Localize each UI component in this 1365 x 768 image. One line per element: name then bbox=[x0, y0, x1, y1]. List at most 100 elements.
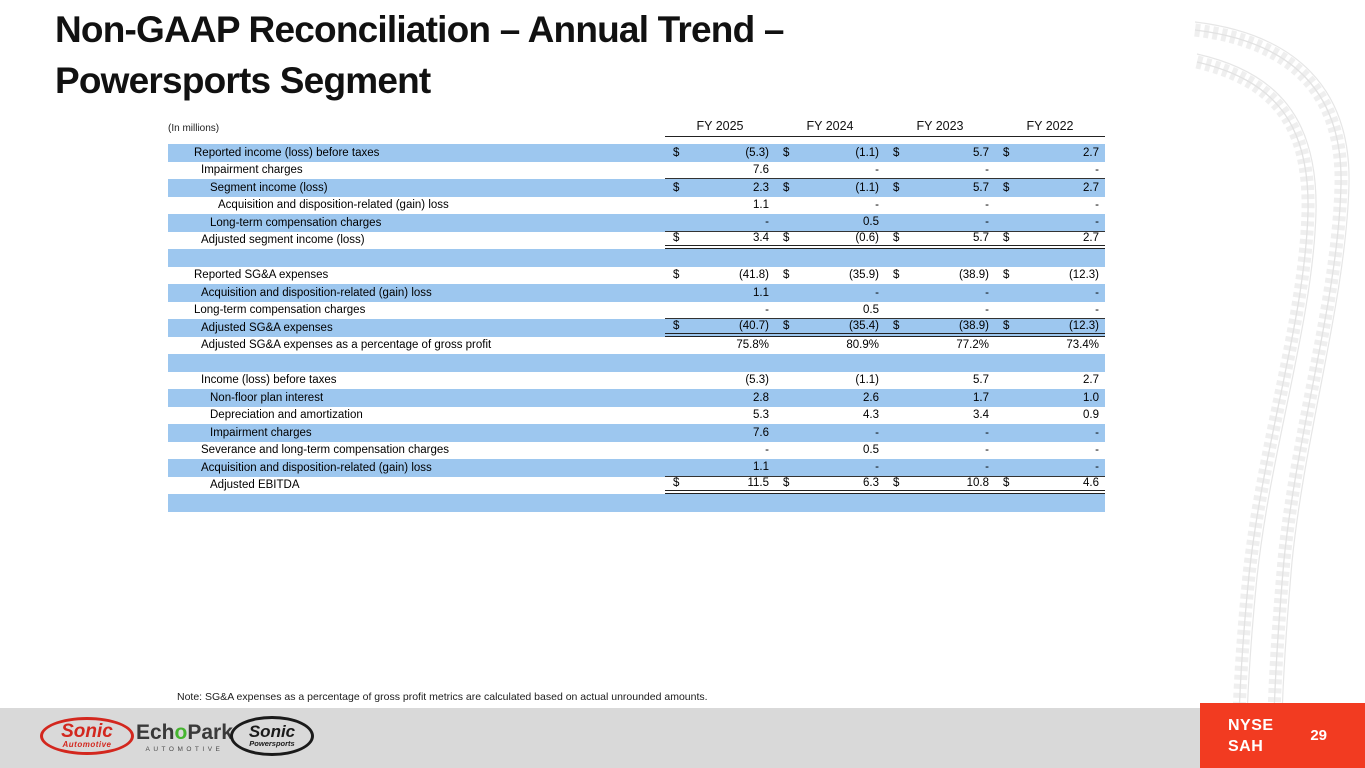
cell-value: - bbox=[985, 426, 989, 439]
value-cell: 2.6 bbox=[775, 392, 885, 404]
value-cell: 7.6 bbox=[665, 427, 775, 439]
tire-tracks-graphic bbox=[1194, 21, 1350, 768]
row-label: Reported SG&A expenses bbox=[194, 269, 329, 282]
value-cell: - bbox=[775, 287, 885, 299]
table-row: Segment income (loss) $2.3 $ (1.1) $5.7 $2.7 bbox=[168, 179, 1105, 197]
value-cell: $ (41.8) bbox=[665, 269, 775, 281]
value-cell: (5.3) bbox=[665, 374, 775, 386]
value-cell: - bbox=[885, 199, 995, 211]
cell-value: 1.1 bbox=[753, 286, 769, 299]
sonic-powersports-subtext: Powersports bbox=[249, 738, 295, 748]
row-label: Adjusted SG&A expenses bbox=[201, 321, 333, 334]
row-values: 7.6 - - - bbox=[665, 424, 1105, 442]
cell-value: - bbox=[1095, 163, 1099, 176]
cell-value: - bbox=[1095, 286, 1099, 299]
cell-value: - bbox=[1095, 216, 1099, 229]
dollar-sign: $ bbox=[893, 319, 900, 332]
dollar-sign: $ bbox=[1003, 146, 1010, 159]
dollar-sign: $ bbox=[783, 269, 790, 282]
table-row: Non-floor plan interest 2.8 2.6 1.7 1.0 bbox=[168, 389, 1105, 407]
value-cell: - bbox=[885, 287, 995, 299]
row-label: Long-term compensation charges bbox=[194, 304, 366, 317]
cell-value: (35.9) bbox=[848, 269, 879, 282]
row-values: $ (41.8) $ (35.9) $ (38.9) $ (12.3) bbox=[665, 267, 1105, 285]
row-values: $ (5.3) $ (1.1) $5.7 $2.7 bbox=[665, 144, 1105, 162]
dollar-sign: $ bbox=[783, 181, 790, 194]
cell-value: 1.1 bbox=[753, 199, 769, 212]
sonic-automotive-oval: Sonic Automotive bbox=[40, 717, 134, 755]
cell-value: - bbox=[1095, 461, 1099, 474]
cell-value: 77.2% bbox=[956, 339, 989, 352]
value-cell: (1.1) bbox=[775, 374, 885, 386]
cell-value: 2.7 bbox=[1083, 146, 1099, 159]
cell-value: (38.9) bbox=[958, 319, 989, 332]
cell-value: 73.4% bbox=[1066, 339, 1099, 352]
cell-value: - bbox=[875, 199, 879, 212]
value-cell: 4.3 bbox=[775, 409, 885, 421]
row-values: 1.1 - - - bbox=[665, 197, 1105, 215]
value-cell: 1.1 bbox=[665, 461, 775, 473]
table-row: Long-term compensation charges - 0.5 - - bbox=[168, 214, 1105, 232]
cell-value: - bbox=[985, 163, 989, 176]
dollar-sign: $ bbox=[673, 477, 680, 490]
table-row: Adjusted EBITDA $11.5 $6.3 $10.8 $4.6 bbox=[168, 477, 1105, 494]
row-values: 7.6 - - - bbox=[665, 162, 1105, 179]
sonic-powersports-oval: Sonic Powersports bbox=[230, 716, 314, 756]
table-spacer-row bbox=[168, 494, 1105, 512]
slide-title-line1: Non-GAAP Reconciliation – Annual Trend – bbox=[55, 9, 784, 50]
value-cell: $3.4 bbox=[665, 232, 775, 244]
table-row: Adjusted SG&A expenses $ (40.7) $ (35.4) $ (38… bbox=[168, 319, 1105, 337]
row-label: Depreciation and amortization bbox=[210, 409, 363, 422]
value-cell: $ (5.3) bbox=[665, 147, 775, 159]
cell-value: 0.5 bbox=[863, 444, 879, 457]
value-cell: $ (1.1) bbox=[775, 147, 885, 159]
table-body: Reported income (loss) before taxes $ (5.3… bbox=[168, 144, 1105, 512]
sonic-powersports-logo: Sonic Powersports bbox=[230, 716, 314, 756]
cell-value: 80.9% bbox=[846, 339, 879, 352]
table-row: Impairment charges 7.6 - - - bbox=[168, 162, 1105, 179]
echopark-wordmark: EchoPark bbox=[136, 722, 233, 744]
table-row: Income (loss) before taxes (5.3) (1.1) 5.7 2… bbox=[168, 372, 1105, 390]
row-values: 1.1 - - - bbox=[665, 459, 1105, 477]
column-header-fy2025: FY 2025 bbox=[696, 119, 744, 133]
cell-value: 2.6 bbox=[863, 391, 879, 404]
cell-value: - bbox=[875, 426, 879, 439]
cell-value: 0.5 bbox=[863, 216, 879, 229]
value-cell: - bbox=[885, 444, 995, 456]
echopark-logo: EchoPark AUTOMOTIVE bbox=[136, 722, 233, 754]
value-cell: - bbox=[995, 444, 1105, 456]
column-header-fy2023: FY 2023 bbox=[916, 119, 964, 133]
value-cell: - bbox=[885, 461, 995, 473]
column-header-fy2024: FY 2024 bbox=[806, 119, 854, 133]
value-cell: $ (40.7) bbox=[665, 320, 775, 332]
cell-value: (5.3) bbox=[745, 374, 769, 387]
cell-value: - bbox=[985, 461, 989, 474]
footnote: Note: SG&A expenses as a percentage of g… bbox=[177, 691, 708, 703]
dollar-sign: $ bbox=[673, 319, 680, 332]
value-cell: - bbox=[775, 461, 885, 473]
value-cell: - bbox=[775, 427, 885, 439]
value-cell: 5.7 bbox=[885, 374, 995, 386]
cell-value: (5.3) bbox=[745, 146, 769, 159]
row-label: Severance and long-term compensation cha… bbox=[201, 444, 450, 457]
cell-value: - bbox=[1095, 444, 1099, 457]
page-number: 29 bbox=[1310, 727, 1327, 744]
cell-value: 10.8 bbox=[966, 477, 989, 490]
table-row: Reported SG&A expenses $ (41.8) $ (35.9) $ (38… bbox=[168, 267, 1105, 285]
table-row: Depreciation and amortization 5.3 4.3 3.4 0.… bbox=[168, 407, 1105, 425]
value-cell: 0.5 bbox=[775, 304, 885, 316]
row-values: $3.4 $ (0.6) $5.7 $2.7 bbox=[665, 232, 1105, 249]
cell-value: (41.8) bbox=[738, 269, 769, 282]
dollar-sign: $ bbox=[673, 269, 680, 282]
ticker-box: NYSE SAH 29 bbox=[1200, 703, 1365, 768]
value-cell: - bbox=[995, 287, 1105, 299]
dollar-sign: $ bbox=[893, 232, 900, 245]
table-row: Acquisition and disposition-related (gai… bbox=[168, 197, 1105, 215]
value-cell: 77.2% bbox=[885, 339, 995, 351]
value-cell: 1.0 bbox=[995, 392, 1105, 404]
table-row: Impairment charges 7.6 - - - bbox=[168, 424, 1105, 442]
value-cell: 1.1 bbox=[665, 287, 775, 299]
table-spacer-row bbox=[168, 354, 1105, 372]
row-values: - 0.5 - - bbox=[665, 214, 1105, 232]
value-cell: $ (12.3) bbox=[995, 269, 1105, 281]
